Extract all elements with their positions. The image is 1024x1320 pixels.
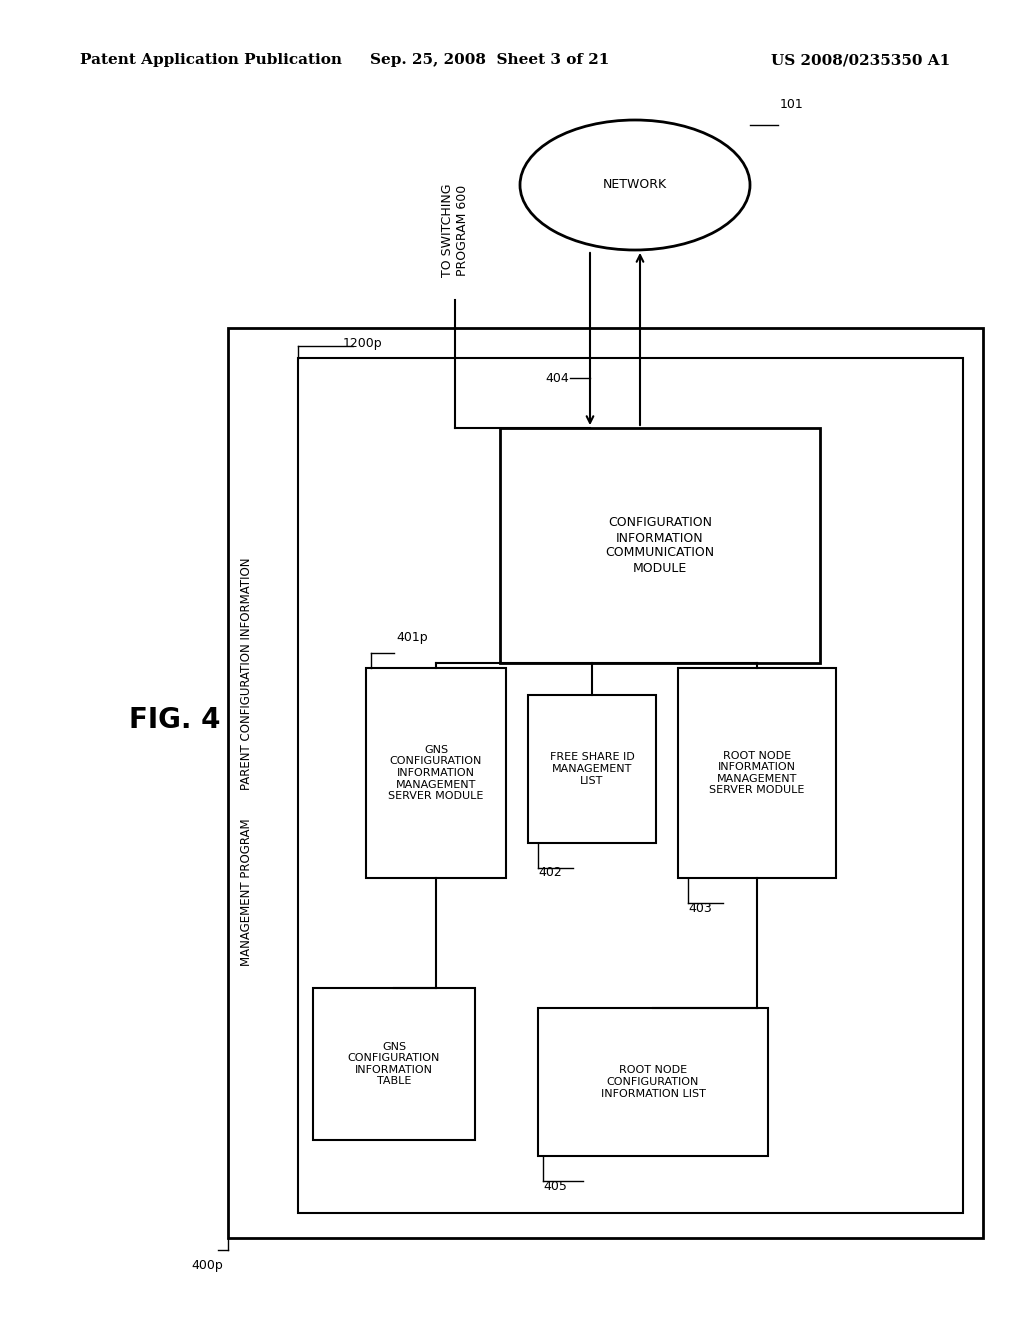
Text: 1200p: 1200p <box>343 337 383 350</box>
Bar <box>500 428 820 663</box>
Text: 401p: 401p <box>396 631 428 644</box>
Bar <box>528 696 656 843</box>
Bar <box>678 668 836 878</box>
Text: 101: 101 <box>780 99 804 111</box>
Text: GNS
CONFIGURATION
INFORMATION
MANAGEMENT
SERVER MODULE: GNS CONFIGURATION INFORMATION MANAGEMENT… <box>388 744 483 801</box>
Text: 402: 402 <box>538 866 562 879</box>
Text: MANAGEMENT PROGRAM: MANAGEMENT PROGRAM <box>240 818 253 966</box>
Text: US 2008/0235350 A1: US 2008/0235350 A1 <box>771 53 950 67</box>
Text: Patent Application Publication: Patent Application Publication <box>80 53 342 67</box>
Text: 404: 404 <box>545 371 568 384</box>
Text: Sep. 25, 2008  Sheet 3 of 21: Sep. 25, 2008 Sheet 3 of 21 <box>371 53 609 67</box>
Bar <box>538 1008 768 1156</box>
Text: CONFIGURATION
INFORMATION
COMMUNICATION
MODULE: CONFIGURATION INFORMATION COMMUNICATION … <box>605 516 715 574</box>
Text: FREE SHARE ID
MANAGEMENT
LIST: FREE SHARE ID MANAGEMENT LIST <box>550 752 635 785</box>
Text: PARENT CONFIGURATION INFORMATION: PARENT CONFIGURATION INFORMATION <box>240 557 253 791</box>
Ellipse shape <box>520 120 750 249</box>
Text: 405: 405 <box>543 1180 567 1192</box>
Bar <box>313 987 475 1140</box>
Text: 403: 403 <box>688 902 712 915</box>
Bar <box>298 358 963 1213</box>
Bar <box>366 668 506 878</box>
Text: FIG. 4: FIG. 4 <box>129 706 221 734</box>
Text: GNS
CONFIGURATION
INFORMATION
TABLE: GNS CONFIGURATION INFORMATION TABLE <box>348 1041 440 1086</box>
Text: TO SWITCHING
PROGRAM 600: TO SWITCHING PROGRAM 600 <box>441 183 469 277</box>
Text: 400p: 400p <box>191 1259 223 1272</box>
Text: ROOT NODE
INFORMATION
MANAGEMENT
SERVER MODULE: ROOT NODE INFORMATION MANAGEMENT SERVER … <box>710 751 805 796</box>
Bar <box>228 327 983 1238</box>
Text: NETWORK: NETWORK <box>603 178 667 191</box>
Text: ROOT NODE
CONFIGURATION
INFORMATION LIST: ROOT NODE CONFIGURATION INFORMATION LIST <box>600 1065 706 1098</box>
